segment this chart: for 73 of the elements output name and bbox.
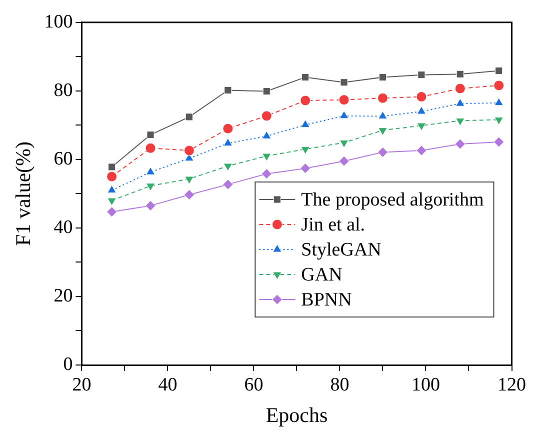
point xyxy=(339,140,349,148)
x-tick-label: 100 xyxy=(411,374,440,396)
point xyxy=(456,98,465,106)
point xyxy=(377,146,388,158)
point xyxy=(300,146,310,154)
point xyxy=(261,110,272,122)
point xyxy=(418,71,426,79)
x-tick-label: 40 xyxy=(158,374,178,396)
x-tick-label: 20 xyxy=(72,374,92,396)
point xyxy=(222,179,234,190)
point xyxy=(145,200,156,211)
point xyxy=(184,176,194,184)
point xyxy=(494,80,504,91)
y-tick-label: 40 xyxy=(54,216,73,238)
point xyxy=(108,163,116,171)
point xyxy=(262,153,272,162)
point xyxy=(377,92,388,104)
point xyxy=(416,91,427,102)
point xyxy=(145,142,156,154)
point xyxy=(339,110,349,119)
point xyxy=(222,123,234,134)
point xyxy=(224,86,232,94)
point xyxy=(107,185,116,194)
point xyxy=(494,116,504,125)
point xyxy=(338,156,350,166)
point xyxy=(302,73,310,81)
point xyxy=(416,122,426,131)
point xyxy=(378,111,388,120)
y-tick-label: 20 xyxy=(54,285,73,306)
point xyxy=(456,70,464,78)
point xyxy=(456,118,465,126)
legend-label: Jin et al. xyxy=(301,214,366,236)
point xyxy=(454,83,466,94)
point xyxy=(300,120,310,128)
y-tick-label: 60 xyxy=(54,148,73,170)
y-tick-label: 100 xyxy=(44,11,73,32)
point xyxy=(300,163,311,174)
point xyxy=(340,78,348,86)
point xyxy=(106,171,118,182)
x-tick-label: 120 xyxy=(498,374,526,396)
point xyxy=(146,183,156,192)
point xyxy=(454,138,466,150)
x-axis-title: Epochs xyxy=(266,402,328,427)
point xyxy=(262,130,272,139)
y-tick-label: 0 xyxy=(63,354,73,375)
x-tick-label: 80 xyxy=(330,374,350,396)
point xyxy=(494,136,504,148)
point xyxy=(106,206,118,218)
legend-label: StyleGAN xyxy=(301,239,382,260)
point xyxy=(107,198,116,206)
point xyxy=(223,138,232,146)
point xyxy=(185,113,193,121)
point xyxy=(184,189,194,200)
x-tick-label: 60 xyxy=(244,374,264,396)
point xyxy=(338,94,350,106)
point xyxy=(184,145,194,156)
point xyxy=(300,95,311,106)
point xyxy=(494,98,504,106)
legend-label: GAN xyxy=(301,264,343,286)
y-axis-title: F1 value(%) xyxy=(11,142,36,246)
point xyxy=(223,163,232,172)
point xyxy=(146,130,154,139)
point xyxy=(416,106,426,114)
point xyxy=(146,166,156,175)
y-tick-label: 80 xyxy=(54,80,73,101)
point xyxy=(261,168,272,180)
legend-label: The proposed algorithm xyxy=(301,189,484,210)
point xyxy=(378,128,388,136)
point xyxy=(416,145,427,156)
point xyxy=(378,73,387,81)
point xyxy=(262,87,270,96)
point xyxy=(495,66,503,74)
legend-label: BPNN xyxy=(301,289,352,310)
